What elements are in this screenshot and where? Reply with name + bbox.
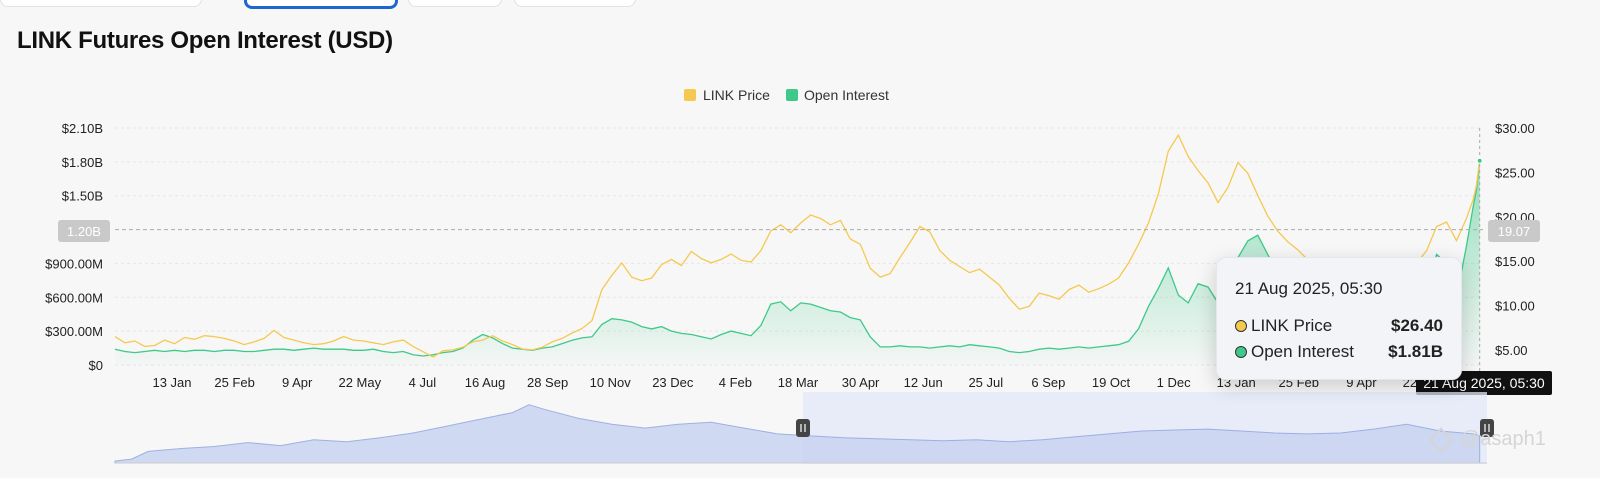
legend-swatch-oi[interactable] [786, 89, 798, 101]
y-left-tick-label: $900.00M [45, 256, 103, 271]
y-right-tick-label: $30.00 [1495, 121, 1535, 136]
legend-label-price[interactable]: LINK Price [703, 87, 770, 103]
tooltip-oi-value: $1.81B [1388, 342, 1443, 361]
crosshair-right-label-text: 19.07 [1498, 224, 1531, 239]
watermark: @asaph1 [1428, 426, 1546, 453]
y-right-tick-label: $15.00 [1495, 254, 1535, 269]
x-tick-label: 9 Apr [282, 375, 313, 390]
series-line-open-interest [114, 160, 1481, 357]
x-tick-label: 6 Sep [1031, 375, 1065, 390]
navigator-area [114, 404, 1481, 464]
tooltip-row-oi: Open Interest $1.81B [1235, 342, 1443, 364]
tooltip-price-label: LINK Price [1251, 316, 1333, 335]
y-axis-left: $2.10B $1.80B $1.50B $900.00M $600.00M $300.0… [45, 121, 103, 373]
page-title: LINK Futures Open Interest (USD) [17, 27, 393, 54]
tooltip-price-value: $26.40 [1391, 316, 1443, 335]
x-tick-label: 28 Sep [527, 375, 568, 390]
navigator-right-handle[interactable] [1480, 419, 1494, 437]
tooltip-oi-label: Open Interest [1251, 342, 1355, 361]
y-left-tick-label: $2.10B [62, 121, 103, 136]
crosshair-left-label-text: 1.20B [67, 224, 101, 239]
x-tick-label: 22 May [338, 375, 381, 390]
legend-label-oi[interactable]: Open Interest [804, 87, 889, 103]
y-right-tick-label: $25.00 [1495, 165, 1535, 180]
y-left-tick-label: $1.50B [62, 189, 103, 204]
chart-tooltip: 21 Aug 2025, 05:30 LINK Price $26.40 Ope… [1216, 257, 1462, 380]
range-navigator[interactable] [114, 392, 1494, 464]
legend-swatch-price[interactable] [684, 89, 696, 101]
chart-legend: LINK Price Open Interest [684, 87, 889, 103]
tooltip-timestamp: 21 Aug 2025, 05:30 [1235, 279, 1383, 298]
x-tick-label: 4 Feb [719, 375, 752, 390]
y-right-tick-label: $10.00 [1495, 299, 1535, 314]
navigator-left-handle[interactable] [796, 419, 810, 437]
watermark-logo-icon [1428, 426, 1454, 453]
x-tick-label: 23 Dec [652, 375, 694, 390]
y-left-tick-label: $1.80B [62, 155, 103, 170]
x-tick-label: 4 Jul [409, 375, 437, 390]
x-tick-label: 12 Jun [904, 375, 943, 390]
x-tick-label: 25 Feb [214, 375, 254, 390]
tooltip-oi-dot [1235, 346, 1247, 358]
x-tick-label: 30 Apr [842, 375, 880, 390]
tab-bar [0, 0, 1600, 10]
x-tick-label: 19 Oct [1092, 375, 1131, 390]
y-left-tick-label: $600.00M [45, 290, 103, 305]
x-tick-label: 13 Jan [152, 375, 191, 390]
tab-2-active[interactable] [244, 0, 398, 9]
y-left-tick-label: $300.00M [45, 324, 103, 339]
y-right-tick-label: $5.00 [1495, 343, 1528, 358]
tooltip-row-price: LINK Price $26.40 [1235, 316, 1443, 338]
x-tick-label: 10 Nov [590, 375, 632, 390]
y-left-tick-label: $0 [89, 358, 103, 373]
crosshair-right-label: 19.07 [1488, 220, 1540, 242]
hover-point-oi [1476, 157, 1483, 164]
x-tick-label: 16 Aug [465, 375, 506, 390]
series-line-link-price [114, 133, 1481, 358]
watermark-text: @asaph1 [1460, 428, 1546, 450]
crosshair-left-label: 1.20B [58, 220, 110, 242]
x-tick-label: 1 Dec [1157, 375, 1191, 390]
x-tick-label: 25 Jul [968, 375, 1003, 390]
tooltip-price-dot [1235, 320, 1247, 332]
x-tick-label: 18 Mar [778, 375, 819, 390]
